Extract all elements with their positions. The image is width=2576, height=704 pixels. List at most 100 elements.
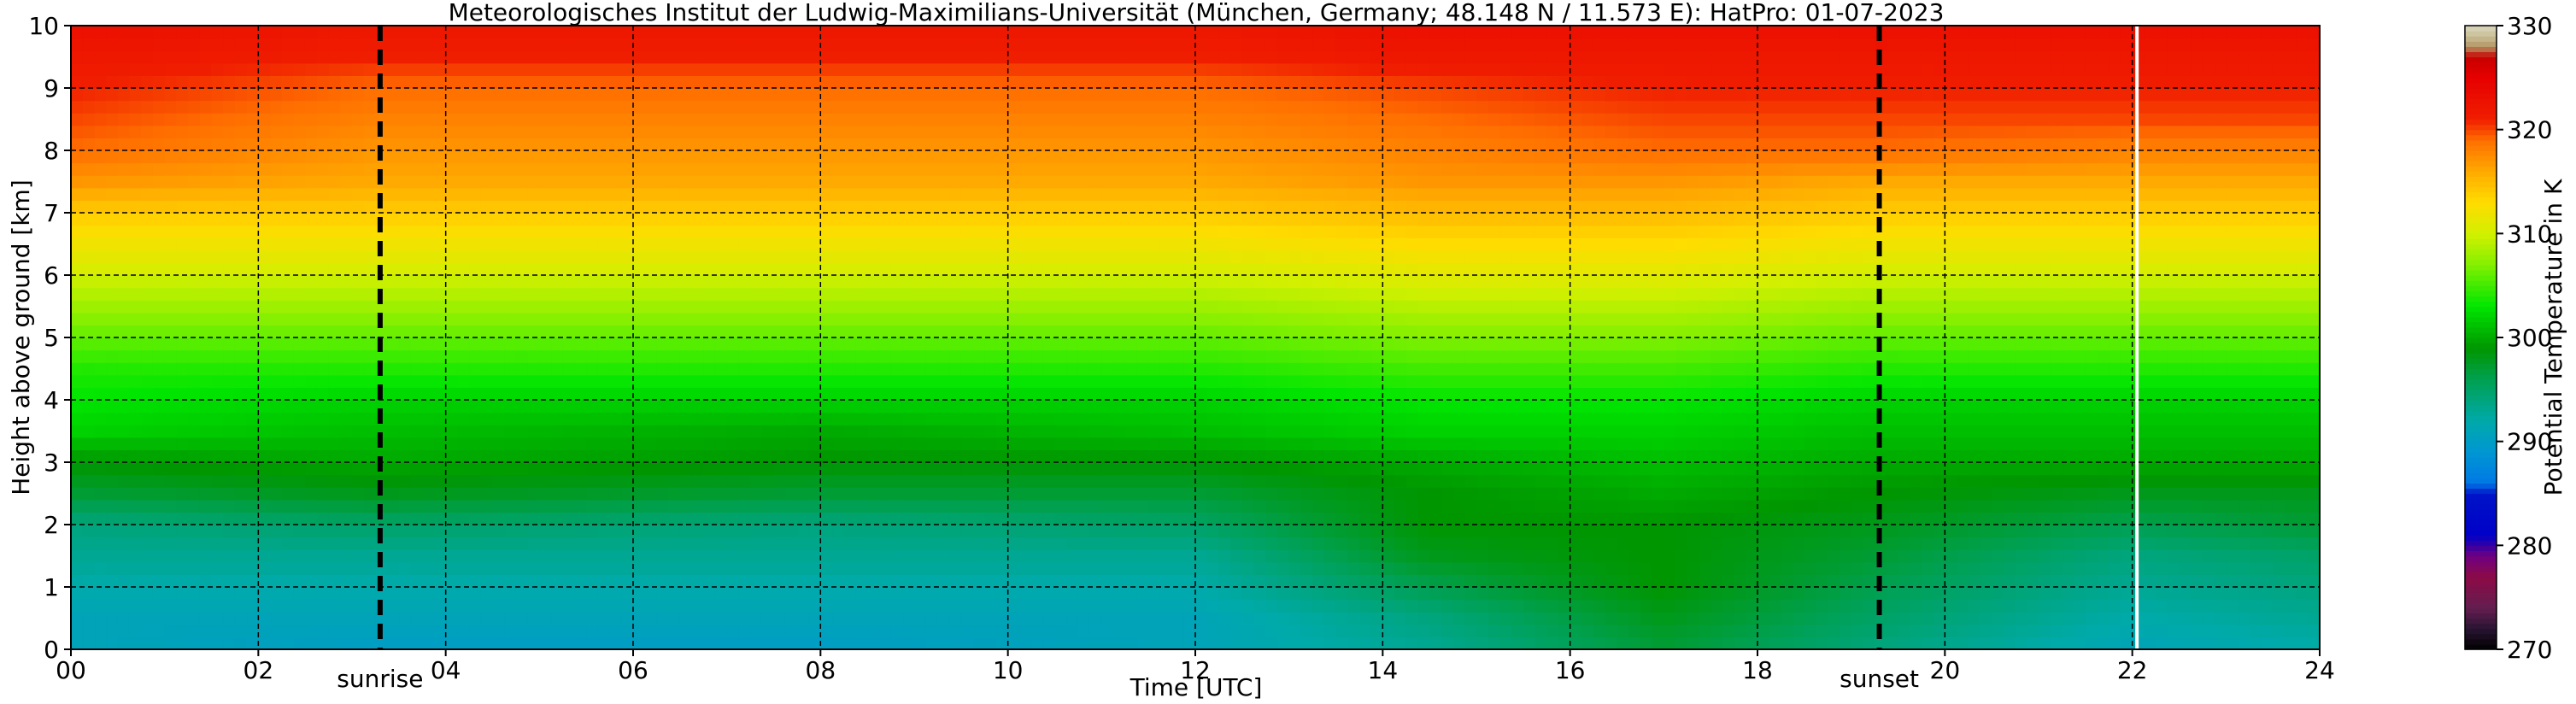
heatmap-cell bbox=[1019, 175, 1032, 189]
heatmap-cell bbox=[1183, 200, 1196, 214]
heatmap-cell bbox=[714, 412, 728, 425]
heatmap-cell bbox=[199, 175, 213, 189]
heatmap-cell bbox=[1148, 387, 1161, 401]
heatmap-cell bbox=[211, 312, 224, 326]
heatmap-cell bbox=[1136, 525, 1149, 538]
heatmap-cell bbox=[164, 400, 177, 414]
heatmap-cell bbox=[1019, 400, 1032, 414]
heatmap-cell bbox=[691, 525, 704, 538]
heatmap-cell bbox=[410, 549, 423, 563]
heatmap-cell bbox=[71, 425, 84, 438]
heatmap-cell bbox=[352, 325, 365, 338]
heatmap-cell bbox=[808, 387, 821, 401]
heatmap-cell bbox=[551, 337, 564, 351]
heatmap-cell bbox=[328, 75, 341, 89]
heatmap-cell bbox=[1171, 200, 1184, 214]
heatmap-cell bbox=[433, 162, 447, 176]
heatmap-cell bbox=[1136, 412, 1149, 425]
heatmap-cell bbox=[902, 300, 915, 314]
heatmap-cell bbox=[714, 387, 728, 401]
heatmap-cell bbox=[949, 50, 962, 64]
heatmap-cell bbox=[750, 175, 763, 189]
heatmap-cell bbox=[1230, 449, 1243, 463]
heatmap-cell bbox=[258, 637, 271, 650]
heatmap-cell bbox=[527, 62, 540, 76]
heatmap-cell bbox=[773, 113, 786, 126]
heatmap-cell bbox=[1101, 624, 1114, 637]
heatmap-cell bbox=[71, 312, 84, 326]
heatmap-cell bbox=[152, 549, 166, 563]
heatmap-cell bbox=[972, 349, 985, 363]
heatmap-cell bbox=[972, 512, 985, 525]
heatmap-cell bbox=[398, 637, 412, 650]
heatmap-cell bbox=[1042, 125, 1056, 138]
heatmap-cell bbox=[574, 125, 587, 138]
heatmap-cell bbox=[738, 88, 751, 102]
heatmap-cell bbox=[1159, 325, 1173, 338]
heatmap-cell bbox=[621, 175, 634, 189]
heatmap-cell bbox=[281, 337, 295, 351]
heatmap-cell bbox=[457, 349, 470, 363]
heatmap-cell bbox=[270, 225, 283, 238]
heatmap-cell bbox=[398, 125, 412, 138]
heatmap-cell bbox=[387, 387, 400, 401]
heatmap-cell bbox=[94, 537, 107, 550]
heatmap-cell bbox=[1077, 549, 1091, 563]
heatmap-cell bbox=[972, 275, 985, 289]
heatmap-cell bbox=[316, 175, 330, 189]
heatmap-cell bbox=[1148, 175, 1161, 189]
heatmap-cell bbox=[515, 75, 529, 89]
heatmap-cell bbox=[1019, 449, 1032, 463]
heatmap-cell bbox=[527, 637, 540, 650]
heatmap-cell bbox=[1019, 325, 1032, 338]
heatmap-cell bbox=[668, 624, 681, 637]
heatmap-cell bbox=[316, 487, 330, 501]
heatmap-cell bbox=[94, 499, 107, 513]
heatmap-cell bbox=[586, 537, 599, 550]
heatmap-cell bbox=[387, 262, 400, 276]
heatmap-cell bbox=[551, 525, 564, 538]
heatmap-cell bbox=[71, 412, 84, 425]
heatmap-cell bbox=[656, 449, 669, 463]
heatmap-cell bbox=[960, 75, 974, 89]
heatmap-cell bbox=[1066, 100, 1079, 114]
heatmap-cell bbox=[199, 225, 213, 238]
heatmap-cell bbox=[621, 88, 634, 102]
heatmap-cell bbox=[1206, 624, 1220, 637]
heatmap-cell bbox=[293, 175, 306, 189]
heatmap-cell bbox=[597, 612, 611, 625]
heatmap-cell bbox=[796, 412, 810, 425]
heatmap-cell bbox=[527, 262, 540, 276]
heatmap-cell bbox=[305, 561, 318, 575]
heatmap-cell bbox=[504, 50, 517, 64]
heatmap-cell bbox=[1195, 275, 1208, 289]
heatmap-cell bbox=[621, 587, 634, 601]
heatmap-cell bbox=[1089, 574, 1102, 588]
heatmap-cell bbox=[515, 325, 529, 338]
heatmap-cell bbox=[867, 238, 880, 251]
heatmap-cell bbox=[1124, 287, 1138, 301]
heatmap-cell bbox=[609, 499, 622, 513]
heatmap-cell bbox=[949, 337, 962, 351]
heatmap-cell bbox=[457, 462, 470, 476]
heatmap-cell bbox=[855, 437, 868, 450]
heatmap-cell bbox=[1089, 300, 1102, 314]
heatmap-cell bbox=[422, 561, 435, 575]
heatmap-cell bbox=[984, 400, 997, 414]
heatmap-cell bbox=[1077, 624, 1091, 637]
heatmap-cell bbox=[832, 487, 845, 501]
heatmap-cell bbox=[94, 624, 107, 637]
heatmap-cell bbox=[363, 537, 377, 550]
heatmap-cell bbox=[785, 113, 798, 126]
heatmap-cell bbox=[445, 474, 458, 488]
heatmap-cell bbox=[71, 499, 84, 513]
heatmap-cell bbox=[867, 387, 880, 401]
heatmap-cell bbox=[234, 62, 248, 76]
heatmap-cell bbox=[1206, 337, 1220, 351]
heatmap-cell bbox=[258, 437, 271, 450]
heatmap-cell bbox=[387, 561, 400, 575]
heatmap-cell bbox=[398, 249, 412, 263]
heatmap-cell bbox=[1159, 75, 1173, 89]
heatmap-cell bbox=[761, 300, 775, 314]
heatmap-cell bbox=[609, 38, 622, 51]
